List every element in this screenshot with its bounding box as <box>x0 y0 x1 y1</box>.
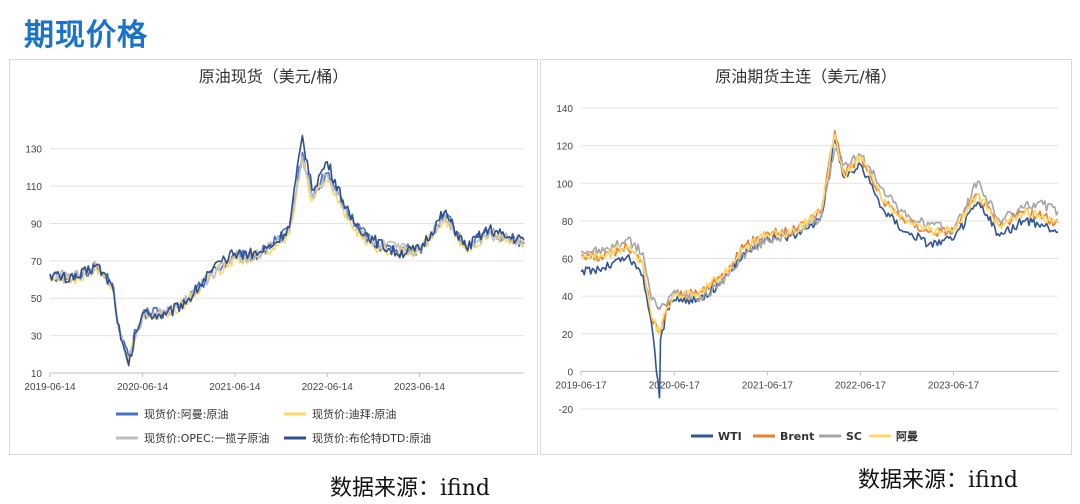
x-tick-label: 2023-06-14 <box>394 382 446 393</box>
chart-title: 原油期货主连（美元/桶） <box>715 67 896 86</box>
legend-label: WTI <box>718 430 742 443</box>
chart-panel-spot: 原油现货（美元/桶） 10 30 50 70 90 110 130 2019-06-14 2020… <box>9 59 538 455</box>
chart-panel-futures: 原油期货主连（美元/桶） -20 0 20 40 60 80 100 120 140 2019-06… <box>540 59 1072 455</box>
y-tick-label: 140 <box>556 104 573 115</box>
y-tick-label: 10 <box>31 369 43 380</box>
y-tick-label: 30 <box>31 332 43 343</box>
x-tick-label: 2020-06-17 <box>649 380 701 391</box>
data-source-left: 数据来源：ifind <box>330 476 490 501</box>
y-tick-label: 80 <box>562 217 574 228</box>
legend-label: 现货价:迪拜:原油 <box>312 407 396 421</box>
y-tick-label: 130 <box>25 145 42 156</box>
x-tick-label: 2020-06-14 <box>117 382 169 393</box>
chart-title: 原油现货（美元/桶） <box>199 67 348 86</box>
series-line-4 <box>49 134 525 367</box>
y-tick-label: 70 <box>31 257 43 268</box>
x-tick-label: 2019-06-17 <box>555 380 607 391</box>
x-tick-label: 2022-06-14 <box>302 382 354 393</box>
legend-label: 现货价:阿曼:原油 <box>144 407 228 421</box>
x-tick-label: 2019-06-14 <box>24 382 76 393</box>
legend-label: 现货价:布伦特DTD:原油 <box>312 431 431 445</box>
y-tick-label: -20 <box>559 405 574 416</box>
series-line-1 <box>49 151 525 359</box>
x-tick-label: 2022-06-17 <box>835 380 887 391</box>
futures-price-chart: 原油期货主连（美元/桶） -20 0 20 40 60 80 100 120 140 2019-06… <box>555 67 1059 443</box>
series-line-4 <box>580 133 1059 335</box>
legend-label: 阿曼 <box>896 429 918 443</box>
legend-label: 现货价:OPEC:一揽子原油 <box>144 431 269 445</box>
y-tick-label: 90 <box>31 219 43 230</box>
data-source-right: 数据来源：ifind <box>858 468 1018 493</box>
series-line-3 <box>580 147 1059 310</box>
x-tick-label: 2023-06-17 <box>928 380 980 391</box>
x-tick-label: 2021-06-14 <box>209 382 261 393</box>
y-tick-label: 110 <box>26 182 42 193</box>
page-title: 期现价格 <box>24 18 148 53</box>
spot-price-chart: 原油现货（美元/桶） 10 30 50 70 90 110 130 2019-06-14 2020… <box>24 67 525 445</box>
series-line-2 <box>49 159 525 361</box>
series-line-1 <box>580 139 1059 399</box>
series-line-3 <box>49 155 525 363</box>
y-tick-label: 50 <box>31 294 43 305</box>
y-tick-label: 100 <box>556 179 573 190</box>
y-tick-label: 60 <box>562 255 574 266</box>
y-tick-label: 20 <box>562 330 574 341</box>
legend-label: SC <box>846 430 862 443</box>
legend-label: Brent <box>780 430 814 443</box>
y-tick-label: 120 <box>556 142 573 153</box>
x-tick-label: 2021-06-17 <box>742 380 794 391</box>
series-line-2 <box>581 129 1059 335</box>
y-tick-label: 40 <box>562 292 574 303</box>
y-tick-label: 0 <box>567 367 573 378</box>
